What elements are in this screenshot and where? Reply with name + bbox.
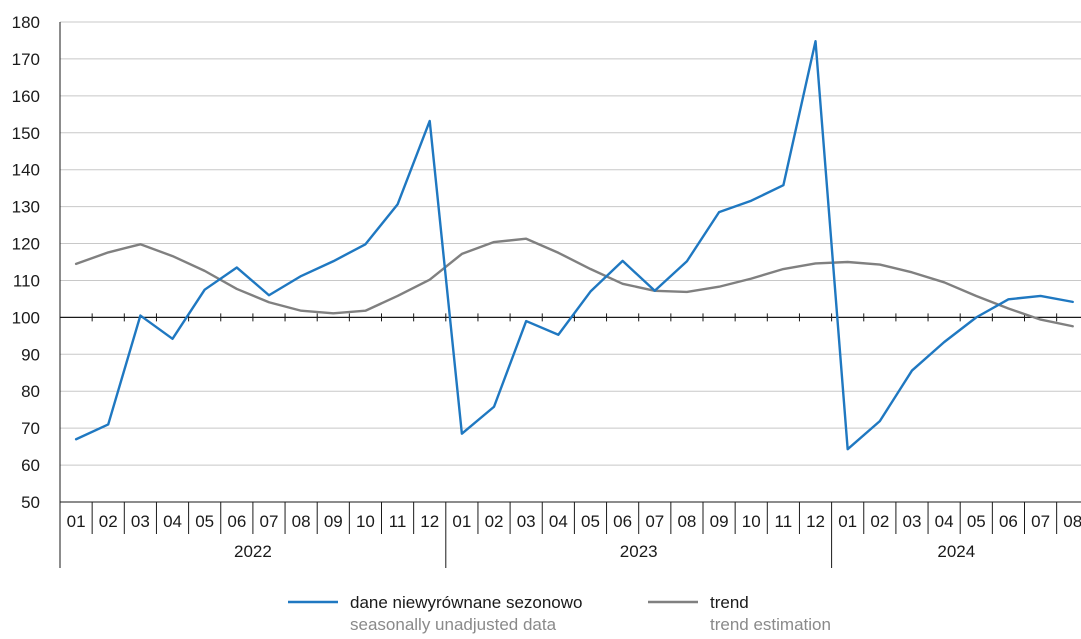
x-tick-label: 04: [549, 512, 568, 531]
x-tick-label: 08: [292, 512, 311, 531]
y-tick-label: 90: [21, 345, 40, 364]
y-tick-label: 130: [12, 198, 40, 217]
x-tick-label: 07: [645, 512, 664, 531]
x-tick-label: 02: [870, 512, 889, 531]
year-label: 2024: [937, 542, 975, 561]
x-tick-label: 07: [1031, 512, 1050, 531]
x-tick-label: 04: [935, 512, 954, 531]
x-tick-label: 01: [452, 512, 471, 531]
x-tick-label: 01: [838, 512, 857, 531]
x-tick-label: 12: [806, 512, 825, 531]
x-tick-label: 03: [131, 512, 150, 531]
x-tick-label: 08: [1063, 512, 1081, 531]
y-axis: 50 60 70 80 90 100 110 120 130 140 150 160 170 180: [12, 13, 61, 568]
legend-label: dane niewyrównane sezonowo: [350, 593, 583, 612]
x-tick-label: 06: [227, 512, 246, 531]
x-tick-label: 09: [710, 512, 729, 531]
legend: dane niewyrównane sezonowo seasonally una…: [288, 593, 831, 634]
y-tick-label: 150: [12, 124, 40, 143]
x-tick-label: 06: [613, 512, 632, 531]
x-tick-label: 11: [389, 512, 407, 531]
series-lines: [74, 40, 1074, 451]
x-tick-label: 12: [420, 512, 439, 531]
y-tick-label: 60: [21, 456, 40, 475]
legend-sublabel: seasonally unadjusted data: [350, 615, 557, 634]
y-tick-label: 170: [12, 50, 40, 69]
x-tick-label: 11: [775, 512, 793, 531]
gridlines: [59, 21, 1081, 466]
y-tick-label: 110: [13, 271, 40, 290]
x-tick-label: 09: [324, 512, 343, 531]
x-tick-label: 02: [485, 512, 504, 531]
y-tick-label: 50: [21, 493, 40, 512]
x-tick-label: 03: [517, 512, 536, 531]
y-tick-label: 120: [12, 235, 40, 254]
legend-sublabel: trend estimation: [710, 615, 831, 634]
x-tick-label: 08: [677, 512, 696, 531]
x-tick-label: 02: [99, 512, 118, 531]
y-tick-label: 70: [21, 419, 40, 438]
x-tick-label: 06: [999, 512, 1018, 531]
series-line-0: [74, 40, 1074, 451]
year-label: 2022: [234, 542, 272, 561]
x-tick-label: 07: [260, 512, 279, 531]
year-label: 2023: [620, 542, 658, 561]
y-tick-label: 100: [12, 308, 40, 327]
x-tick-label: 04: [163, 512, 182, 531]
x-tick-label: 10: [356, 512, 375, 531]
series-line-1: [74, 237, 1074, 328]
x-tick-label: 05: [581, 512, 600, 531]
x-tick-label: 03: [903, 512, 922, 531]
x-tick-label: 10: [742, 512, 761, 531]
legend-label: trend: [710, 593, 749, 612]
x-tick-label: 05: [967, 512, 986, 531]
y-tick-label: 180: [12, 13, 40, 32]
x-axis: 01 02 03 04 05 06 07 08 09 10 11 12 01 02 03 04 05 06 07 08…: [59, 501, 1081, 568]
y-tick-label: 160: [12, 87, 40, 106]
y-tick-label: 80: [21, 382, 40, 401]
x-tick-label: 01: [67, 512, 86, 531]
x-tick-label: 05: [195, 512, 214, 531]
y-tick-label: 140: [12, 161, 40, 180]
